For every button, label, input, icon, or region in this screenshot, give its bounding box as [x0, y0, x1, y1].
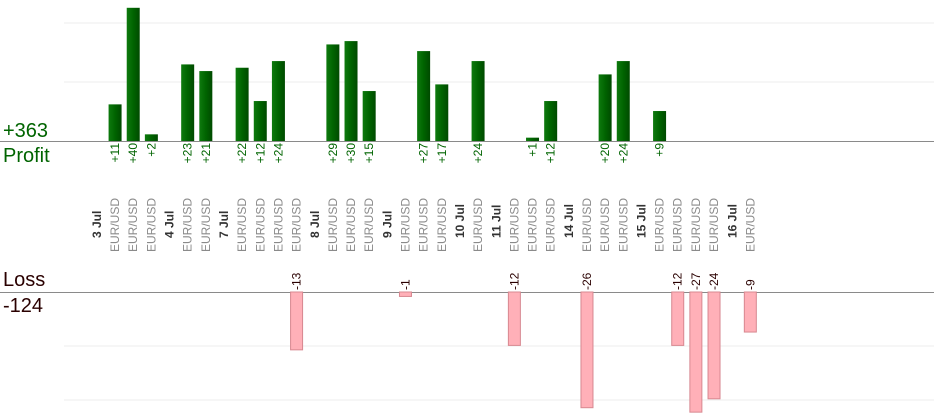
profit-bar: [181, 64, 195, 141]
pair-label: EUR/USD: [398, 198, 412, 252]
profit-value-label: +22: [235, 143, 249, 164]
pair-label: EUR/USD: [435, 198, 449, 252]
date-label: 3 Jul: [90, 211, 104, 238]
profit-value-label: +20: [598, 143, 612, 164]
profit-value-label: +9: [653, 143, 667, 157]
profit-bar: [435, 84, 449, 141]
profit-value-label: +40: [126, 143, 140, 164]
date-label: 16 Jul: [725, 204, 739, 238]
date-label: 4 Jul: [163, 211, 177, 238]
pair-label: EUR/USD: [144, 198, 158, 252]
profit-bar: [253, 101, 267, 141]
profit-bar: [144, 134, 158, 141]
profit-bar: [344, 41, 358, 141]
profit-value-label: +27: [417, 143, 431, 164]
pair-label: EUR/USD: [344, 198, 358, 252]
profit-value-label: +21: [199, 143, 213, 164]
pair-label: EUR/USD: [326, 198, 340, 252]
pair-label: EUR/USD: [707, 198, 721, 252]
profit-value-label: +12: [253, 143, 267, 164]
date-label: 11 Jul: [489, 205, 503, 238]
loss-bar: [743, 291, 757, 333]
date-label: 15 Jul: [635, 204, 649, 238]
profit-bar: [616, 61, 630, 141]
profit-value-label: +2: [144, 143, 158, 157]
pair-label: EUR/USD: [108, 198, 122, 252]
pair-label: EUR/USD: [653, 198, 667, 252]
loss-bar: [707, 291, 721, 400]
loss-bar: [689, 291, 703, 413]
pair-label: EUR/USD: [181, 198, 195, 252]
profit-label: Profit: [3, 145, 50, 167]
pair-label: EUR/USD: [526, 198, 540, 252]
profit-total: +363: [3, 120, 49, 142]
pair-label: EUR/USD: [471, 198, 485, 252]
loss-total: -124: [3, 295, 44, 317]
date-label: 9 Jul: [380, 211, 394, 238]
loss-bar: [671, 291, 685, 346]
profit-bar: [598, 74, 612, 141]
loss-label: Loss: [3, 269, 46, 291]
loss-value-label: -9: [743, 279, 757, 290]
profit-bar: [362, 91, 376, 141]
date-label: 7 Jul: [217, 211, 231, 238]
pair-label: EUR/USD: [253, 198, 267, 252]
loss-bar: [507, 291, 521, 346]
loss-value-label: -13: [290, 272, 304, 290]
profit-value-label: +17: [435, 143, 449, 164]
pair-label: EUR/USD: [671, 198, 685, 252]
pair-label: EUR/USD: [271, 198, 285, 252]
profit-value-label: +24: [271, 143, 285, 164]
profit-bar: [235, 67, 249, 141]
pair-label: EUR/USD: [580, 198, 594, 252]
date-label: 14 Jul: [562, 204, 576, 238]
profit-value-label: +24: [616, 143, 630, 164]
pair-label: EUR/USD: [616, 198, 630, 252]
pair-label: EUR/USD: [417, 198, 431, 252]
date-label: 8 Jul: [308, 211, 322, 238]
profit-bar: [271, 61, 285, 141]
pair-label: EUR/USD: [689, 198, 703, 252]
loss-value-label: -1: [398, 279, 412, 290]
profit-bar: [526, 137, 540, 141]
loss-value-label: -26: [580, 272, 594, 290]
profit-value-label: +15: [362, 143, 376, 164]
pair-label: EUR/USD: [362, 198, 376, 252]
loss-value-label: -12: [671, 272, 685, 290]
loss-value-label: -27: [689, 272, 703, 290]
profit-bar: [126, 7, 140, 141]
loss-bar: [290, 291, 304, 351]
profit-bar: [653, 111, 667, 141]
profit-bar: [108, 104, 122, 141]
pair-label: EUR/USD: [598, 198, 612, 252]
pair-label: EUR/USD: [235, 198, 249, 252]
pair-label: EUR/USD: [199, 198, 213, 252]
profit-bar: [544, 101, 558, 141]
profit-bar: [199, 71, 213, 141]
profit-bar: [471, 61, 485, 141]
profit-value-label: +30: [344, 143, 358, 164]
profit-bar: [326, 44, 340, 141]
loss-bar: [580, 291, 594, 409]
loss-value-label: -24: [707, 272, 721, 290]
profit-value-label: +11: [108, 143, 122, 163]
profit-value-label: +1: [526, 143, 540, 157]
profit-value-label: +12: [544, 143, 558, 164]
pair-label: EUR/USD: [544, 198, 558, 252]
loss-value-label: -12: [507, 272, 521, 290]
pair-label: EUR/USD: [126, 198, 140, 252]
date-label: 10 Jul: [453, 204, 467, 238]
pair-label: EUR/USD: [507, 198, 521, 252]
profit-bar: [417, 51, 431, 142]
profit-value-label: +29: [326, 143, 340, 164]
pair-label: EUR/USD: [743, 198, 757, 252]
pair-label: EUR/USD: [290, 198, 304, 252]
loss-bar: [398, 291, 412, 297]
profit-value-label: +23: [181, 143, 195, 164]
profit-value-label: +24: [471, 143, 485, 164]
